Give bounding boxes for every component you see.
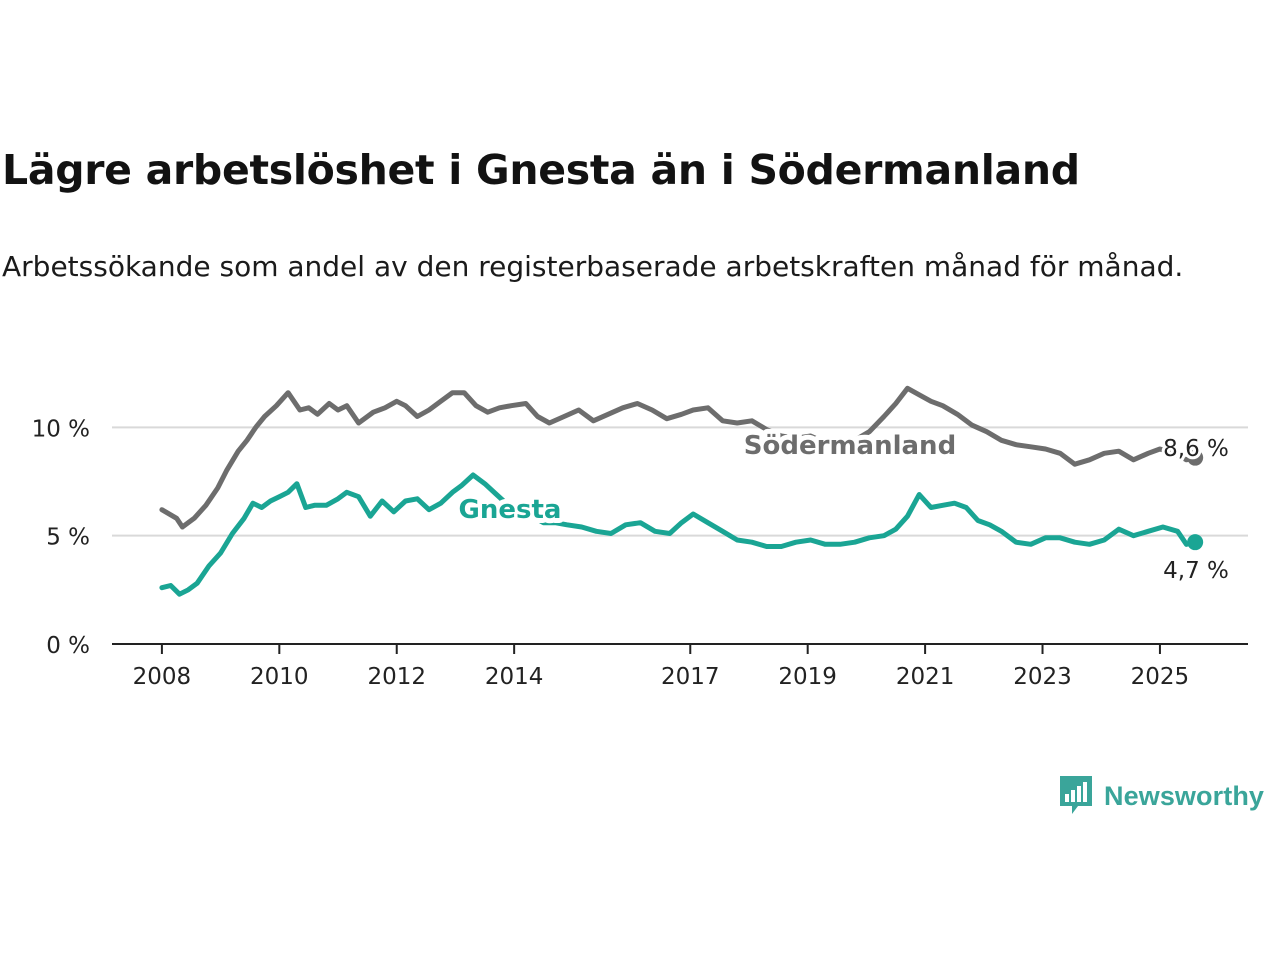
y-tick-label: 10 % [32, 416, 90, 442]
axes: 0 % 5 % 10 % 2008 2010 2012 2014 2017 2019 2021 20… [32, 416, 1248, 690]
chart-subtitle: Arbetssökande som andel av den registerb… [2, 250, 1184, 283]
brand-name: Newsworthy [1104, 780, 1265, 811]
x-tick-label: 2021 [896, 664, 955, 690]
x-tick-label: 2023 [1013, 664, 1072, 690]
series-labels: Södermanland Gnesta 8,6 % 4,7 % [454, 426, 1232, 587]
series-label-gnesta: Gnesta [459, 495, 562, 525]
end-value-label-sodermanland: 8,6 % [1163, 436, 1229, 462]
end-value-label-gnesta: 4,7 % [1163, 558, 1229, 584]
x-tick-label: 2010 [250, 664, 309, 690]
series-endpoint-0 [1187, 449, 1204, 466]
x-tick-label: 2014 [485, 664, 544, 690]
gridlines [112, 426, 1248, 537]
series-line-0 [159, 385, 1198, 530]
x-tick-label: 2012 [367, 664, 426, 690]
y-tick-label: 5 % [46, 525, 90, 551]
series-label-sodermanland: Södermanland [744, 431, 956, 461]
x-tick-label: 2008 [133, 664, 192, 690]
bar-chart-speech-bubble-icon [1058, 774, 1094, 818]
x-tick-label: 2017 [661, 664, 720, 690]
x-tick-label: 2019 [778, 664, 837, 690]
series-lines [159, 385, 1204, 597]
series-endpoint-1 [1187, 534, 1204, 551]
x-tick-label: 2025 [1131, 664, 1190, 690]
y-tick-label: 0 % [46, 633, 90, 659]
series-line-1 [159, 472, 1198, 597]
chart-title: Lägre arbetslöshet i Gnesta än i Söderma… [2, 146, 1080, 194]
newsworthy-logo: Newsworthy [1058, 774, 1264, 818]
